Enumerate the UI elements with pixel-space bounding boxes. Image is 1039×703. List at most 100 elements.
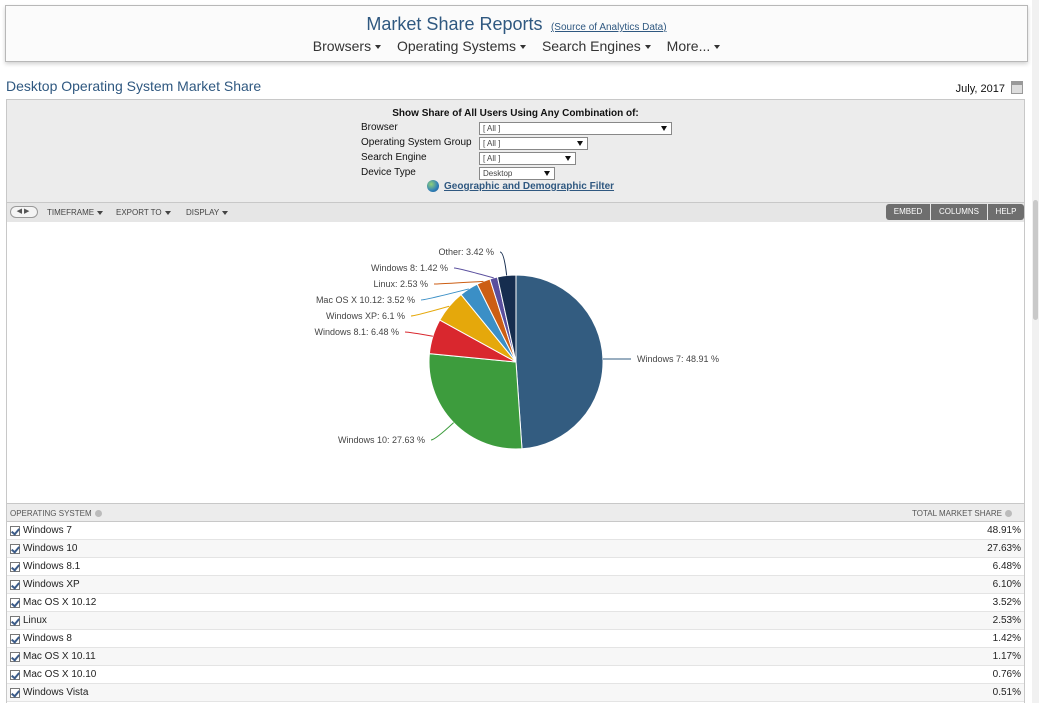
table-body: Windows 7 48.91% Windows 10 27.63% Windows 8… [7, 522, 1024, 702]
export-menu[interactable]: EXPORT TO [116, 208, 171, 217]
row-checkbox[interactable] [10, 616, 20, 626]
column-header-share-label: TOTAL MARKET SHARE [912, 509, 1002, 518]
caret-down-icon [714, 45, 721, 50]
row-os-name: Mac OS X 10.12 [23, 597, 97, 608]
caret-down-icon [644, 45, 651, 50]
timeframe-menu[interactable]: TIMEFRAME [47, 208, 104, 217]
pie-slice-label: Linux: 2.53 % [373, 279, 428, 289]
dropdown-arrow-icon [577, 141, 583, 146]
table-row: Mac OS X 10.12 3.52% [7, 594, 1024, 612]
pie-connector-line [420, 288, 469, 301]
row-checkbox[interactable] [10, 598, 20, 608]
pie-connector-line [430, 422, 454, 441]
row-os-name: Windows 8 [23, 633, 72, 644]
display-menu[interactable]: DISPLAY [186, 208, 229, 217]
column-header-os[interactable]: OPERATING SYSTEM [10, 509, 102, 518]
filter-search-engine-label: Search Engine [361, 152, 427, 163]
next-arrow-icon[interactable]: ▶ [24, 208, 32, 215]
search-engine-select-value: [ All ] [483, 154, 501, 163]
pie-slice-label: Windows 8: 1.42 % [371, 263, 448, 273]
row-checkbox[interactable] [10, 526, 20, 536]
pie-slice-label: Other: 3.42 % [438, 247, 494, 257]
row-checkbox[interactable] [10, 634, 20, 644]
row-checkbox[interactable] [10, 562, 20, 572]
page-scrollbar[interactable] [1032, 0, 1039, 703]
source-link[interactable]: (Source of Analytics Data) [550, 22, 667, 33]
row-checkbox[interactable] [10, 544, 20, 554]
row-market-share: 3.52% [992, 597, 1021, 608]
row-market-share: 0.51% [992, 687, 1021, 698]
column-header-share[interactable]: TOTAL MARKET SHARE [912, 509, 1012, 518]
nav-operating-systems-label: Operating Systems [396, 38, 517, 54]
column-header-os-label: OPERATING SYSTEM [10, 509, 92, 518]
pie-slice-label: Windows 10: 27.63 % [338, 435, 425, 445]
table-row: Windows 7 48.91% [7, 522, 1024, 540]
caret-down-icon [97, 210, 104, 215]
row-market-share: 1.42% [992, 633, 1021, 644]
table-row: Linux 2.53% [7, 612, 1024, 630]
pie-slice-label: Windows 8.1: 6.48 % [314, 327, 399, 337]
pie-slice[interactable] [515, 274, 604, 450]
globe-icon [427, 180, 439, 192]
chart-toolbar: ◀▶ TIMEFRAME EXPORT TO DISPLAY EMBED COL… [6, 203, 1025, 222]
device-type-select[interactable]: Desktop [479, 167, 555, 180]
table-row: Mac OS X 10.10 0.76% [7, 666, 1024, 684]
pie-slice-label: Windows XP: 6.1 % [326, 311, 405, 321]
prev-arrow-icon[interactable]: ◀ [16, 208, 24, 215]
geographic-filter-link[interactable]: Geographic and Demographic Filter [444, 181, 615, 192]
row-market-share: 6.10% [992, 579, 1021, 590]
display-label: DISPLAY [186, 208, 220, 217]
market-share-table: OPERATING SYSTEM TOTAL MARKET SHARE Wind… [6, 503, 1025, 703]
row-checkbox[interactable] [10, 652, 20, 662]
help-button[interactable]: HELP [988, 204, 1024, 220]
row-checkbox[interactable] [10, 688, 20, 698]
nav-search-engines-label: Search Engines [541, 38, 641, 54]
dropdown-arrow-icon [661, 126, 667, 131]
filter-heading: Show Share of All Users Using Any Combin… [392, 108, 639, 119]
dropdown-arrow-icon [544, 171, 550, 176]
caret-down-icon [520, 45, 527, 50]
browser-select-value: [ All ] [483, 124, 501, 133]
row-market-share: 48.91% [987, 525, 1021, 536]
table-header: OPERATING SYSTEM TOTAL MARKET SHARE [7, 504, 1024, 522]
pie-slice-label: Mac OS X 10.12: 3.52 % [316, 295, 415, 305]
nav-operating-systems[interactable]: Operating Systems [396, 38, 527, 54]
gear-icon[interactable] [94, 510, 102, 518]
pie-connector-line [404, 331, 433, 337]
search-engine-select[interactable]: [ All ] [479, 152, 576, 165]
row-os-name: Windows Vista [23, 687, 89, 698]
dropdown-arrow-icon [565, 156, 571, 161]
pie-slice[interactable] [428, 353, 523, 450]
browser-select[interactable]: [ All ] [479, 122, 672, 135]
gear-icon[interactable] [1005, 510, 1012, 518]
os-group-select[interactable]: [ All ] [479, 137, 588, 150]
nav-search-engines[interactable]: Search Engines [542, 38, 651, 54]
calendar-icon[interactable] [1011, 81, 1023, 94]
filter-os-group-label: Operating System Group [361, 137, 472, 148]
export-label: EXPORT TO [116, 208, 162, 217]
scrollbar-thumb[interactable] [1033, 200, 1038, 320]
nav-more-label: More... [666, 38, 711, 54]
filter-panel: Show Share of All Users Using Any Combin… [6, 99, 1025, 203]
prev-next-pager[interactable]: ◀▶ [10, 206, 38, 218]
row-os-name: Windows XP [23, 579, 80, 590]
row-market-share: 6.48% [992, 561, 1021, 572]
timeframe-label: TIMEFRAME [47, 208, 95, 217]
site-title[interactable]: Market Share Reports [366, 14, 543, 34]
embed-button[interactable]: EMBED [886, 204, 930, 220]
nav-more[interactable]: More... [667, 38, 721, 54]
nav-browsers-label: Browsers [312, 38, 372, 54]
row-checkbox[interactable] [10, 670, 20, 680]
caret-down-icon [375, 45, 382, 50]
pie-chart: Windows 7: 48.91 % Windows 10: 27.63 % Win… [314, 247, 719, 450]
caret-down-icon [164, 210, 171, 215]
table-row: Windows XP 6.10% [7, 576, 1024, 594]
columns-button[interactable]: COLUMNS [931, 204, 987, 220]
table-row: Windows 8.1 6.48% [7, 558, 1024, 576]
nav-browsers[interactable]: Browsers [312, 38, 382, 54]
header-title-row: Market Share Reports (Source of Analytic… [6, 14, 1027, 35]
row-market-share: 1.17% [992, 651, 1021, 662]
row-checkbox[interactable] [10, 580, 20, 590]
filter-browser-label: Browser [361, 122, 398, 133]
pie-connector-line [433, 280, 484, 285]
